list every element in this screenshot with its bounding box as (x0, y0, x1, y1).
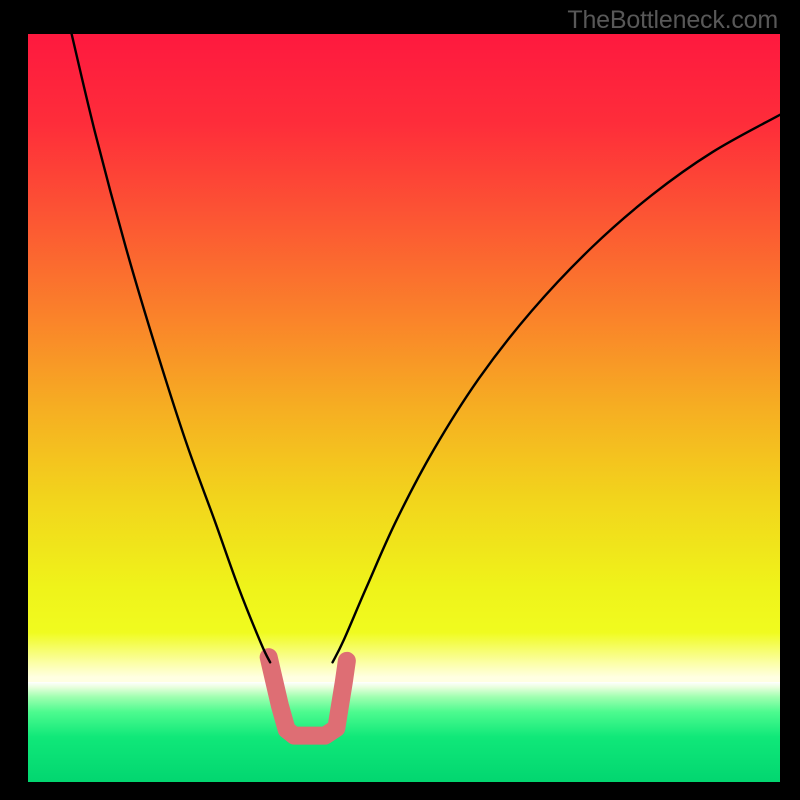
curve-right-branch (333, 115, 780, 663)
watermark-text: TheBottleneck.com (567, 6, 778, 35)
chart-frame: TheBottleneck.com (0, 0, 800, 800)
marker-highlight (269, 657, 347, 736)
plot-area (28, 34, 780, 782)
bottleneck-curve (28, 34, 780, 782)
curve-left-branch (72, 34, 271, 662)
